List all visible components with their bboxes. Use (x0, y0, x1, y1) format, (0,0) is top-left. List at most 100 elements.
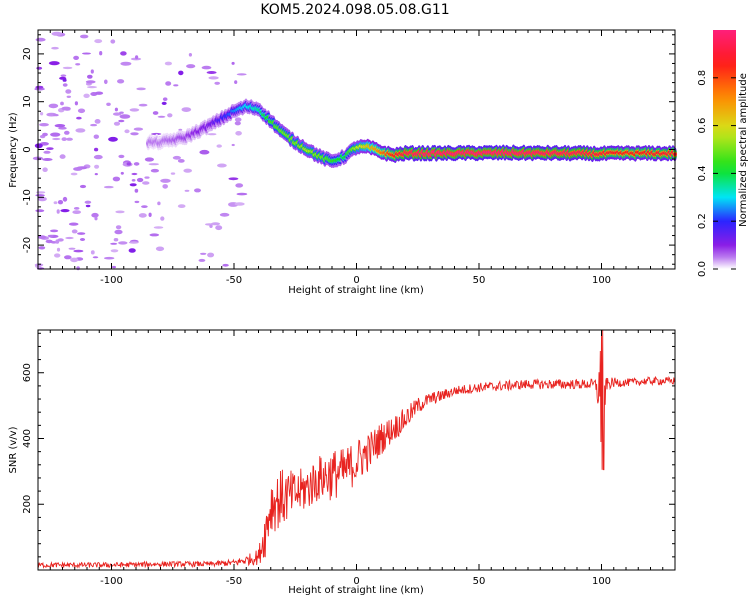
noise-cell (56, 247, 61, 252)
noise-cell (231, 143, 235, 147)
noise-cell (177, 204, 186, 209)
x-tick-label: -50 (226, 576, 242, 587)
colorbar-ticks: 0.0 0.2 0.4 0.6 0.8 (697, 70, 736, 277)
x-tick-label: -50 (226, 275, 242, 286)
noise-cell (120, 61, 132, 66)
noise-cell (84, 200, 92, 204)
colorbar-tick-label: 0.8 (697, 70, 708, 86)
noise-cell (161, 101, 167, 105)
noise-cell (113, 238, 119, 242)
noise-cell (149, 233, 160, 237)
y-tick-label: 0 (22, 146, 33, 152)
noise-cell (183, 168, 192, 173)
noise-cell (144, 176, 150, 179)
noise-cell (61, 137, 67, 142)
x-tick-label: -100 (100, 576, 123, 587)
x-tick-label: 50 (473, 275, 486, 286)
noise-cell (45, 239, 53, 244)
noise-cell (128, 241, 139, 244)
noise-cell (235, 131, 242, 136)
noise-cell (70, 172, 78, 176)
noise-cell (160, 178, 171, 183)
noise-cell (172, 155, 181, 160)
noise-cell (188, 53, 192, 57)
noise-cell (66, 137, 73, 141)
colorbar-tick-label: 0.4 (697, 165, 708, 181)
y-tick-label: 10 (22, 95, 33, 108)
noise-cell (148, 163, 159, 166)
noise-cell (184, 189, 190, 192)
x-tick-label: 50 (473, 576, 486, 587)
noise-cell (209, 224, 213, 228)
noise-cell (46, 147, 54, 151)
noise-cell (234, 121, 241, 126)
spectrogram-x-axis-label: Height of straight line (km) (288, 285, 424, 296)
noise-cell (54, 124, 66, 128)
noise-cell (222, 263, 229, 267)
y-tick-label: 600 (22, 363, 33, 382)
noise-cell (60, 74, 67, 77)
noise-cell (150, 168, 159, 173)
noise-cell (138, 103, 148, 107)
noise-cell (130, 132, 139, 136)
noise-cell (34, 263, 44, 267)
noise-cell (120, 51, 127, 56)
noise-cell (110, 249, 119, 253)
noise-cell (43, 150, 51, 154)
noise-cell (77, 108, 86, 114)
noise-cell (228, 177, 239, 181)
noise-cell (167, 113, 173, 118)
noise-cell (51, 31, 63, 36)
noise-cell (104, 79, 108, 85)
noise-cell (124, 129, 130, 134)
noise-cell (35, 37, 46, 42)
noise-cell (51, 46, 59, 50)
noise-cell (231, 61, 235, 65)
noise-cell (104, 256, 115, 260)
noise-cell (157, 115, 166, 118)
snr-ticks: -100 -50 0 50 100 200 400 600 (22, 330, 675, 587)
noise-cell (181, 107, 192, 112)
noise-cell (144, 157, 154, 162)
noise-cell (42, 132, 48, 137)
noise-cell (59, 154, 66, 159)
noise-cell (200, 252, 207, 255)
noise-cell (72, 210, 81, 215)
noise-cell (112, 176, 121, 182)
noise-cell (136, 177, 144, 183)
y-tick-label: 200 (22, 495, 33, 514)
noise-cell (128, 248, 136, 253)
noise-cell (108, 136, 118, 142)
noise-cell (62, 83, 68, 87)
noise-cell (177, 159, 185, 163)
noise-cell (60, 209, 70, 213)
noise-cell (54, 253, 61, 258)
noise-cell (118, 154, 125, 159)
x-tick-label: -100 (100, 275, 123, 286)
noise-cell (62, 78, 67, 82)
noise-cell (148, 212, 152, 217)
noise-cell (86, 86, 98, 89)
noise-cell (199, 149, 210, 155)
x-tick-label: 100 (592, 275, 611, 286)
noise-cell (75, 128, 86, 133)
noise-cell (119, 111, 124, 114)
x-tick-label: 0 (353, 275, 359, 286)
y-tick-label: -20 (22, 237, 33, 253)
noise-cell (73, 167, 83, 171)
noise-cell (99, 51, 103, 56)
noise-cell (194, 188, 201, 193)
noise-cell (118, 241, 128, 245)
noise-cell (234, 117, 242, 122)
noise-cell (113, 121, 121, 126)
noise-cell (178, 70, 184, 76)
colorbar-tick-label: 0.2 (697, 213, 708, 229)
noise-cell (55, 239, 60, 244)
noise-cell (90, 69, 94, 74)
noise-cell (64, 130, 70, 135)
noise-cell (119, 114, 131, 119)
noise-cell (133, 127, 144, 131)
noise-cell (37, 235, 46, 240)
noise-cell (151, 132, 162, 136)
